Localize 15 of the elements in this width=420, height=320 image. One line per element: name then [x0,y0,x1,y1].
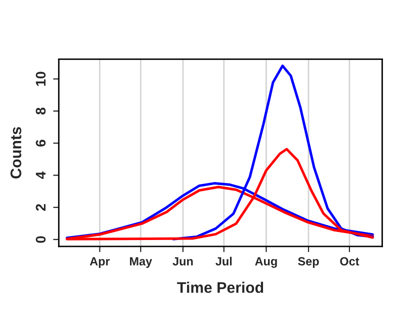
x-tick-label: Jun [172,257,193,266]
x-tick-label: Sep [298,257,319,268]
x-axis-title: Time Period [177,282,264,293]
x-tick-label: Jul [216,256,232,266]
x-tick-label: May [130,257,152,268]
x-tick-label: Apr [90,257,110,268]
y-tick-label: 0 [36,236,46,243]
y-tick-label: 6 [36,140,46,147]
x-tick-label: Oct [340,257,360,266]
y-tick-label: 8 [36,108,46,114]
y-axis-title: Counts [10,127,22,178]
y-tick-label: 2 [36,204,46,211]
y-tick-label: 10 [36,72,46,86]
y-tick-label: 4 [36,171,46,179]
x-tick-label: Aug [255,257,277,268]
